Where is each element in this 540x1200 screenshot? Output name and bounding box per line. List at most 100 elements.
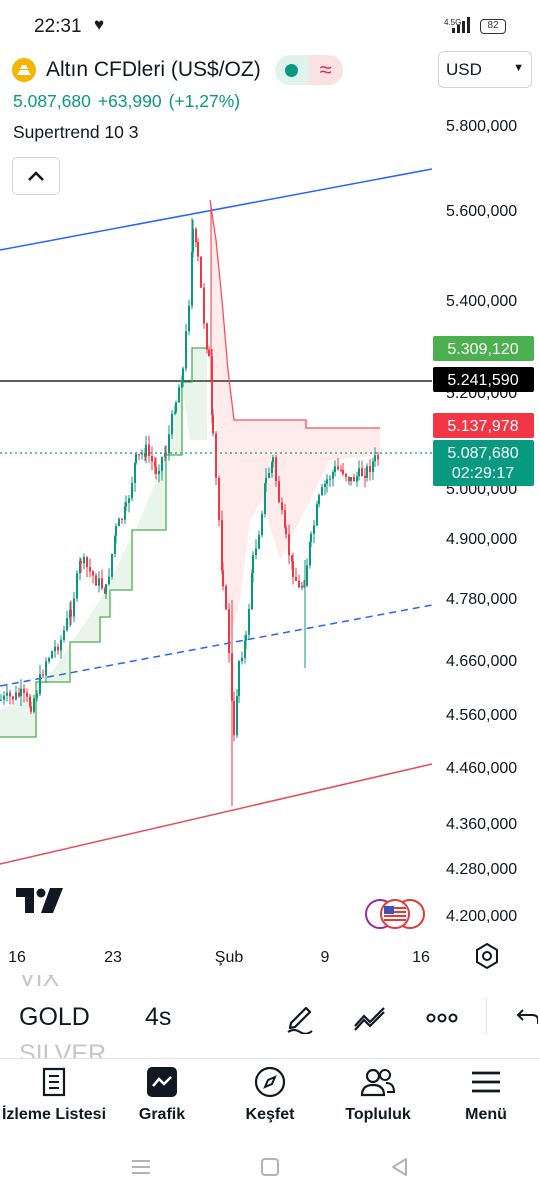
chart-settings-icon[interactable] xyxy=(472,941,502,971)
more-button[interactable] xyxy=(422,998,462,1038)
candle-body xyxy=(3,695,5,700)
candle-body xyxy=(48,658,50,662)
candle-body xyxy=(15,692,17,700)
candle-body xyxy=(154,461,156,467)
heart-icon: ♥ xyxy=(94,15,105,34)
candle-body xyxy=(76,573,78,599)
candle-body xyxy=(364,475,366,478)
svg-text:5.087,680: 5.087,680 xyxy=(447,445,518,462)
candle-body xyxy=(171,413,173,435)
candle-body xyxy=(155,466,157,475)
channel-mid-line[interactable] xyxy=(0,604,433,687)
candle-body xyxy=(345,473,347,477)
symbol-switcher[interactable]: VIX GOLD SILVER xyxy=(0,975,120,1059)
tab-menu[interactable]: Menü xyxy=(432,1064,540,1130)
candle-body xyxy=(42,674,44,676)
tab-community[interactable]: Topluluk xyxy=(324,1064,432,1130)
drawing-tools-button[interactable] xyxy=(280,998,320,1038)
price-axis-label: 4.360,000 xyxy=(446,816,517,833)
symbol-prev[interactable]: VIX xyxy=(19,975,60,992)
symbol-title[interactable]: Altın CFDleri (US$/OZ) xyxy=(46,58,261,81)
candle-body xyxy=(356,476,358,482)
candle-body xyxy=(95,575,97,586)
candle-body xyxy=(168,434,170,454)
channel-bottom-line[interactable] xyxy=(0,763,433,865)
price-axis-label: 4.780,000 xyxy=(446,591,517,608)
candle-body xyxy=(185,331,187,369)
status-time: 22:31 xyxy=(34,16,82,37)
price-tag-green: 5.309,120 xyxy=(433,336,534,361)
price-axis-label: 4.280,000 xyxy=(446,861,517,878)
candle-body xyxy=(20,688,22,697)
currency-select[interactable]: USD ▼ xyxy=(438,51,532,88)
toolbar-divider xyxy=(486,998,487,1034)
candle-body xyxy=(374,455,376,462)
candle-body xyxy=(182,368,184,381)
candle-body xyxy=(57,646,59,651)
undo-button[interactable] xyxy=(506,998,540,1038)
indicator-legend[interactable]: Supertrend 10 3 xyxy=(13,122,139,142)
candle-body xyxy=(321,487,323,496)
candle-body xyxy=(361,468,363,476)
time-axis[interactable]: 16 23 Şub 9 16 xyxy=(8,949,430,966)
candle-body xyxy=(310,533,312,543)
recent-apps-button[interactable] xyxy=(126,1152,156,1182)
candle-body xyxy=(12,696,14,700)
symbol-current[interactable]: GOLD xyxy=(19,1003,90,1031)
candle-body xyxy=(118,518,120,527)
channel-top-line[interactable] xyxy=(0,168,433,251)
menu-icon xyxy=(472,1071,500,1093)
time-axis-label: 16 xyxy=(412,949,430,966)
toolbar-separator xyxy=(0,1058,540,1059)
symbol-header[interactable]: Altın CFDleri (US$/OZ) ≈ xyxy=(12,55,343,85)
candle-body xyxy=(83,557,85,564)
candle-body xyxy=(164,452,166,458)
time-axis-label: 23 xyxy=(104,949,122,966)
candle-body xyxy=(265,477,267,484)
candle-body xyxy=(372,461,374,472)
economic-events-icon[interactable] xyxy=(362,897,428,931)
candle-body xyxy=(212,414,214,434)
interval-button[interactable]: 4s xyxy=(145,1003,172,1031)
candle-body xyxy=(39,674,41,694)
tab-watchlist[interactable]: İzleme Listesi xyxy=(0,1064,108,1130)
price-chart[interactable]: 5.800,0005.600,0005.400,0005.200,0005.00… xyxy=(0,0,540,980)
tab-chart[interactable]: Grafik xyxy=(108,1064,216,1130)
tab-explore[interactable]: Keşfet xyxy=(216,1064,324,1130)
back-button[interactable] xyxy=(384,1152,414,1182)
candle-body xyxy=(200,256,202,288)
candle-body xyxy=(178,387,180,403)
candle-body xyxy=(128,498,130,504)
time-axis-label: 16 xyxy=(8,949,26,966)
last-price: 5.087,680 xyxy=(13,91,91,111)
candle-body xyxy=(165,452,167,454)
symbol-next[interactable]: SILVER xyxy=(19,1040,107,1059)
candle-body xyxy=(175,402,177,412)
candle-body xyxy=(66,618,68,631)
price-axis[interactable]: 5.800,0005.600,0005.400,0005.200,0005.00… xyxy=(446,118,517,925)
candle-body xyxy=(332,472,334,479)
home-button[interactable] xyxy=(255,1152,285,1182)
candle-body xyxy=(131,483,133,499)
candle-body xyxy=(358,468,360,477)
candle-body xyxy=(215,433,217,478)
candle-body xyxy=(252,554,254,573)
candle-body xyxy=(63,630,65,640)
candle-body xyxy=(233,700,235,736)
candle-body xyxy=(70,609,72,617)
price-axis-label: 4.900,000 xyxy=(446,531,517,548)
indicators-button[interactable] xyxy=(350,998,390,1038)
candle-body xyxy=(73,598,75,617)
candle-body xyxy=(221,519,223,571)
candle-body xyxy=(111,553,113,577)
tradingview-logo-icon[interactable] xyxy=(16,888,64,914)
candle-body xyxy=(218,477,220,520)
collapse-legend-button[interactable] xyxy=(12,157,60,195)
candle-body xyxy=(268,473,270,478)
price-axis-label: 4.660,000 xyxy=(446,653,517,670)
currency-value: USD xyxy=(446,60,482,79)
candle-body xyxy=(264,483,266,515)
market-status[interactable]: ≈ xyxy=(274,55,343,85)
candle-body xyxy=(292,561,294,577)
pencil-icon xyxy=(287,1006,313,1034)
